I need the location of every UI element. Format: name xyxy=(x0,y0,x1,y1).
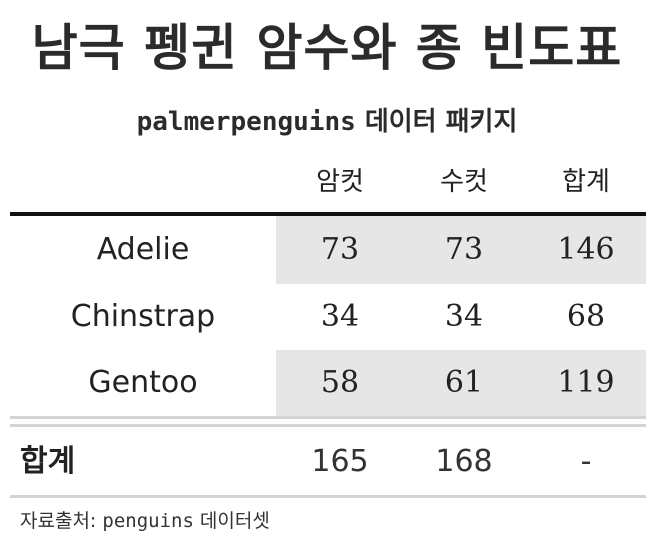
cell-gentoo-male: 61 xyxy=(444,365,484,400)
table-title: 남극 펭귄 암수와 종 빈도표 xyxy=(31,19,623,77)
total-male: 168 xyxy=(435,444,493,479)
row-label-adelie: Adelie xyxy=(96,232,190,267)
total-grand: - xyxy=(580,444,592,479)
table-subtitle: palmerpenguins 데이터 패키지 xyxy=(0,105,654,139)
subtitle-package-name: palmerpenguins xyxy=(136,107,356,137)
row-band-adelie xyxy=(276,216,646,284)
column-header-male: 수컷 xyxy=(440,167,488,197)
cell-adelie-female: 73 xyxy=(320,232,360,267)
total-female: 165 xyxy=(311,444,369,479)
total-row-label: 합계 xyxy=(20,444,76,479)
cell-adelie-total: 146 xyxy=(557,232,615,267)
cell-chinstrap-male: 34 xyxy=(444,299,484,334)
cell-chinstrap-female: 34 xyxy=(320,299,360,334)
header-rule xyxy=(10,212,646,216)
source-suffix: 데이터셋 xyxy=(193,510,270,532)
row-band-gentoo xyxy=(276,350,646,416)
cell-gentoo-female: 58 xyxy=(320,365,360,400)
total-rule-bottom xyxy=(10,424,646,427)
column-header-female: 암컷 xyxy=(316,167,364,197)
column-header-total: 합계 xyxy=(562,167,610,197)
cell-gentoo-total: 119 xyxy=(557,365,615,400)
footer-rule xyxy=(10,495,646,498)
source-prefix: 자료출처: xyxy=(20,510,103,532)
row-label-chinstrap: Chinstrap xyxy=(70,299,216,334)
source-dataset-name: penguins xyxy=(102,510,194,532)
source-note: 자료출처: penguins 데이터셋 xyxy=(20,507,270,535)
cell-adelie-male: 73 xyxy=(444,232,484,267)
subtitle-text: 데이터 패키지 xyxy=(355,107,518,137)
total-rule-top xyxy=(10,416,646,419)
row-label-gentoo: Gentoo xyxy=(88,365,198,400)
cell-chinstrap-total: 68 xyxy=(566,299,606,334)
